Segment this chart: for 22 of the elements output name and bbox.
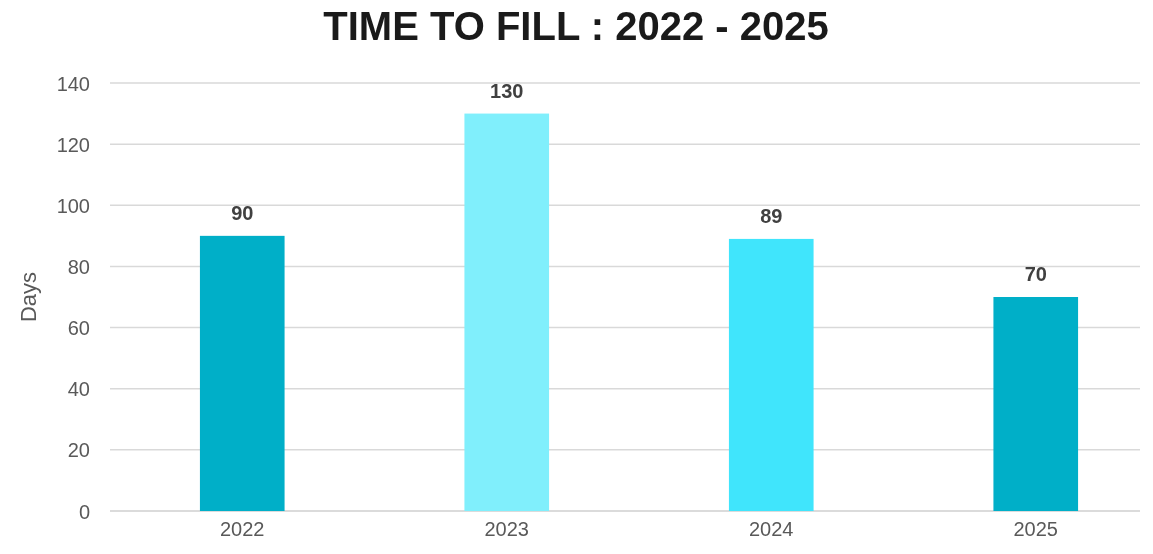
x-tick-label: 2023 — [484, 518, 529, 540]
y-tick-label: 80 — [67, 255, 90, 278]
chart-title: TIME TO FILL : 2022 - 2025 — [323, 4, 829, 48]
bar — [464, 113, 550, 511]
bar — [993, 297, 1079, 511]
data-label: 90 — [231, 201, 254, 224]
x-tick-label: 2022 — [220, 518, 265, 540]
data-label: 130 — [490, 79, 524, 102]
y-tick-label: 100 — [56, 194, 90, 217]
y-tick-label: 140 — [56, 72, 90, 95]
y-tick-label: 0 — [78, 500, 90, 523]
y-tick-label: 20 — [67, 439, 90, 462]
data-label: 89 — [760, 204, 783, 227]
y-axis-title: Days — [16, 271, 41, 323]
y-tick-label: 60 — [67, 317, 90, 340]
data-label: 70 — [1024, 263, 1047, 285]
y-tick-label: 40 — [67, 378, 90, 401]
bar — [728, 238, 814, 511]
x-tick-label: 2025 — [1013, 518, 1058, 540]
bar — [199, 235, 285, 511]
x-tick-label: 2024 — [749, 518, 794, 540]
y-tick-label: 120 — [56, 133, 90, 156]
